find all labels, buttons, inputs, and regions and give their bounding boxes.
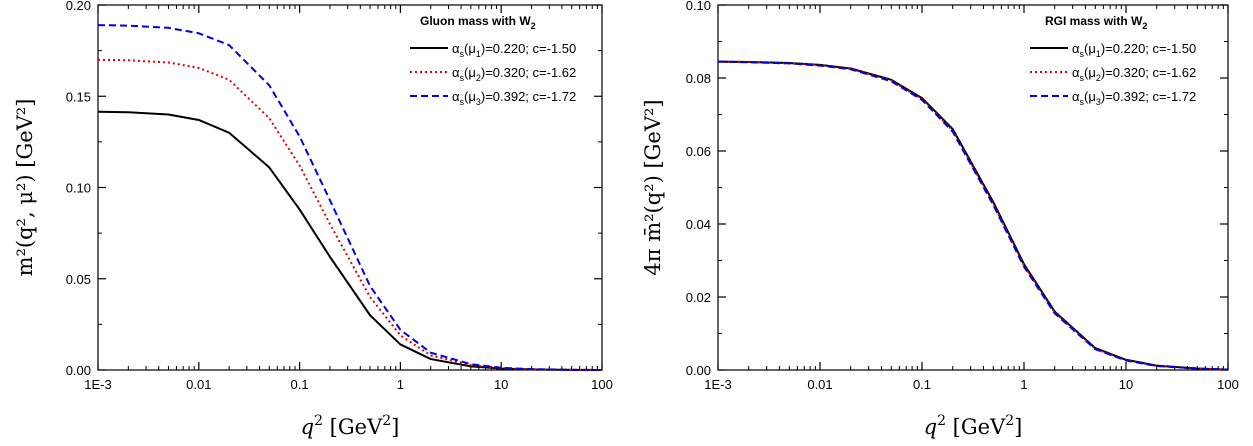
y-tick-label: 0.08 <box>686 71 711 86</box>
series-line-2 <box>717 60 1229 371</box>
x-tick-label: 1 <box>397 377 404 392</box>
legend-title: RGI mass with W2 <box>1045 14 1147 31</box>
series-line-3 <box>97 24 603 371</box>
series-line-2 <box>97 58 603 371</box>
legend-title: Gluon mass with W2 <box>420 14 536 31</box>
chart-panel-right: 1E-3 0.01 0.1 1 10 100 0.00 0.02 0.04 0.06 0.08 0.1… <box>641 0 1239 439</box>
x-tick-label: 0.1 <box>291 377 309 392</box>
legend-label-1: αs(μ1)=0.220; c=-1.50 <box>1072 41 1196 59</box>
y-tick-label: 0.20 <box>66 0 91 13</box>
legend-label-2: αs(μ2)=0.320; c=-1.62 <box>1072 65 1196 83</box>
series-line-3 <box>717 60 1229 371</box>
y-tick-label: 0.05 <box>66 272 91 287</box>
y-tick-label: 0.10 <box>686 0 711 13</box>
x-axis-label: q2 [GeV2] <box>301 413 400 439</box>
plot-frame <box>97 4 603 371</box>
y-tick-label: 0.06 <box>686 144 711 159</box>
x-tick-label: 1 <box>1020 377 1027 392</box>
y-axis-label: 4π m̄²(q²) [GeV²] <box>641 99 665 275</box>
y-tick-label: 0.02 <box>686 290 711 305</box>
y-tick-label: 0.00 <box>686 363 711 378</box>
x-tick-label: 0.01 <box>186 377 211 392</box>
legend-label-1: αs(μ1)=0.220; c=-1.50 <box>452 41 576 59</box>
x-tick-label: 100 <box>1217 377 1239 392</box>
x-tick-label: 1E-3 <box>704 377 731 392</box>
series-line-1 <box>717 60 1229 371</box>
y-tick-label: 0.04 <box>686 217 711 232</box>
x-tick-label: 0.01 <box>807 377 832 392</box>
legend: RGI mass with W2 αs(μ1)=0.220; c=-1.50 αs(… <box>1030 14 1196 107</box>
x-tick-label: 1E-3 <box>84 377 111 392</box>
legend-label-2: αs(μ2)=0.320; c=-1.62 <box>452 65 576 83</box>
x-tick-label: 10 <box>1119 377 1133 392</box>
legend: Gluon mass with W2 αs(μ1)=0.220; c=-1.50 α… <box>410 14 576 107</box>
x-tick-label: 0.1 <box>913 377 931 392</box>
y-tick-label: 0.00 <box>66 363 91 378</box>
plot-frame <box>717 4 1229 371</box>
y-tick-label: 0.10 <box>66 181 91 196</box>
y-axis-label: m²(q², μ²) [GeV²] <box>13 99 37 277</box>
x-axis-label: q2 [GeV2] <box>924 413 1023 439</box>
legend-label-3: αs(μ3)=0.392; c=-1.72 <box>1072 89 1196 107</box>
chart-panel-left: 1E-3 0.01 0.1 1 10 100 0.00 0.05 0.10 0.15 0.20 Glu… <box>13 0 613 439</box>
legend-label-3: αs(μ3)=0.392; c=-1.72 <box>452 89 576 107</box>
x-tick-label: 100 <box>591 377 613 392</box>
y-tick-label: 0.15 <box>66 89 91 104</box>
x-tick-label: 10 <box>494 377 508 392</box>
